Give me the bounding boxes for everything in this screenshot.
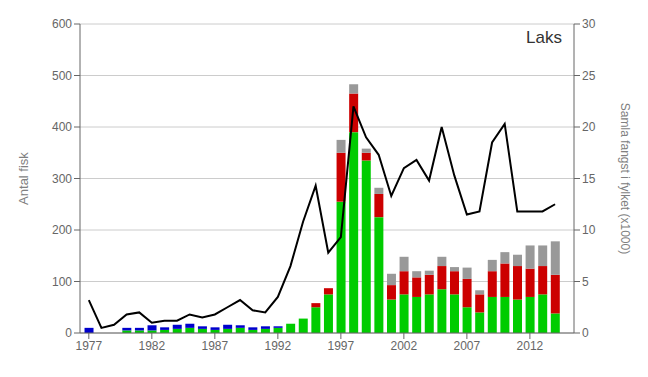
svg-text:2007: 2007 [454, 339, 481, 353]
svg-text:2012: 2012 [517, 339, 544, 353]
html-text:Laks: Laks [526, 28, 562, 47]
svg-text:20: 20 [582, 120, 596, 134]
svg-text:600: 600 [52, 17, 72, 31]
svg-text:100: 100 [52, 275, 72, 289]
svg-text:200: 200 [52, 223, 72, 237]
svg-text:1977: 1977 [75, 339, 102, 353]
svg-text:5: 5 [582, 275, 589, 289]
svg-text:1987: 1987 [201, 339, 228, 353]
svg-text:400: 400 [52, 120, 72, 134]
svg-text:2002: 2002 [391, 339, 418, 353]
svg-text:30: 30 [582, 17, 596, 31]
svg-text:0: 0 [582, 326, 589, 340]
svg-text:10: 10 [582, 223, 596, 237]
svg-text:1992: 1992 [265, 339, 292, 353]
svg-text:1997: 1997 [328, 339, 355, 353]
svg-text:0: 0 [65, 326, 72, 340]
svg-text:Antal fisk: Antal fisk [16, 152, 31, 205]
svg-text:300: 300 [52, 172, 72, 186]
svg-text:15: 15 [582, 172, 596, 186]
svg-text:500: 500 [52, 69, 72, 83]
svg-text:25: 25 [582, 69, 596, 83]
svg-text:1982: 1982 [138, 339, 165, 353]
svg-text:Samla fangst i fylket (x1000): Samla fangst i fylket (x1000) [618, 103, 632, 254]
